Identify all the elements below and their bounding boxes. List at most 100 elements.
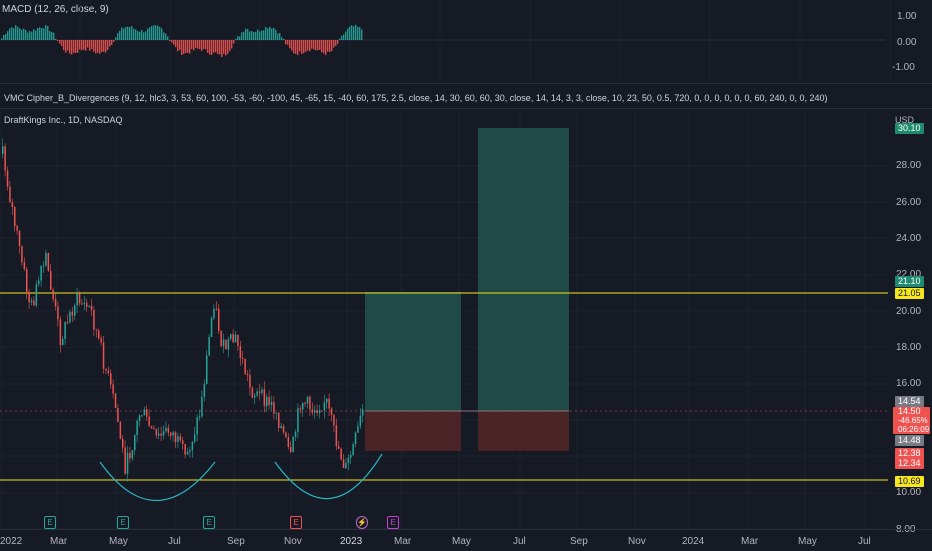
candle-body — [6, 170, 9, 187]
time-label: Mar — [394, 536, 412, 547]
candle-body — [148, 416, 150, 427]
time-label: 2022 — [0, 536, 23, 547]
candle-body — [282, 425, 285, 433]
candle-body — [153, 427, 155, 430]
macd-bar — [107, 40, 109, 51]
time-label: Mar — [741, 536, 759, 547]
candle-body — [323, 402, 326, 411]
macd-bar — [337, 40, 339, 44]
price-tag-entry-2: 14.48 — [895, 435, 924, 446]
candle-body — [256, 391, 258, 396]
macd-bar — [245, 28, 247, 40]
candle-body — [167, 427, 170, 433]
vmc-pane[interactable]: VMC Cipher_B_Divergences (9, 12, hlc3, 3… — [0, 84, 932, 108]
macd-label[interactable]: MACD (12, 26, close, 9) — [2, 4, 109, 15]
candle-body — [227, 338, 230, 350]
price-chart[interactable] — [0, 109, 932, 529]
pane-divider[interactable] — [0, 83, 932, 84]
macd-bar — [125, 27, 127, 40]
macd-bar — [27, 32, 29, 40]
price-axis-16: 16.00 — [896, 378, 922, 389]
candle-body — [102, 342, 105, 369]
macd-bar — [315, 40, 317, 51]
macd-bar — [251, 31, 253, 40]
candle-body — [16, 226, 18, 231]
macd-bar — [323, 40, 325, 54]
price-tag-target: 21.10 — [895, 276, 924, 287]
candle-body — [225, 339, 227, 350]
earnings-icon[interactable]: E — [387, 516, 399, 529]
macd-axis-1: 1.00 — [897, 11, 917, 22]
macd-bar — [73, 40, 75, 53]
candle-body — [342, 459, 345, 469]
candle-body — [220, 330, 222, 347]
macd-bar — [149, 27, 151, 40]
macd-bar — [335, 40, 337, 46]
earnings-icon[interactable]: E — [290, 516, 302, 529]
candle-body — [138, 415, 141, 422]
candle-body — [321, 410, 323, 412]
candle-body — [362, 409, 364, 416]
candle-body — [74, 305, 76, 316]
macd-bar — [23, 28, 25, 40]
candle-body — [345, 463, 347, 469]
macd-bar — [155, 25, 157, 40]
candle-body — [268, 396, 270, 405]
macd-bar — [349, 26, 351, 40]
macd-bar — [45, 25, 47, 40]
macd-bar — [255, 31, 257, 40]
candle-body — [189, 450, 191, 452]
macd-bar — [177, 40, 179, 52]
candle-body — [328, 398, 330, 409]
candle-body — [143, 409, 146, 416]
macd-bar — [41, 28, 43, 40]
macd-bar — [183, 40, 185, 54]
macd-bar — [353, 26, 355, 40]
time-axis[interactable]: 2022 Mar May Jul Sep Nov 2023 Mar May Ju… — [0, 529, 932, 551]
time-label: May — [452, 536, 471, 547]
candle-body — [95, 329, 98, 331]
last-change: -46.65% — [898, 416, 928, 425]
macd-bar — [207, 40, 209, 53]
price-pane[interactable]: DraftKings Inc., 1D, NASDAQ USD 28.00 26… — [0, 109, 932, 535]
candle-body — [359, 415, 362, 427]
macd-bar — [347, 28, 349, 40]
last-price: 14.50 — [898, 406, 921, 416]
candle-body — [170, 432, 172, 436]
pattern-arc — [274, 453, 383, 500]
pattern-arc — [99, 461, 216, 501]
candle-body — [280, 425, 282, 428]
candle-body — [234, 334, 237, 343]
macd-bar — [307, 40, 309, 51]
vmc-label[interactable]: VMC Cipher_B_Divergences (9, 12, hlc3, 3… — [4, 93, 828, 103]
macd-bar — [35, 30, 37, 40]
earnings-icon[interactable]: E — [44, 516, 56, 529]
macd-axis-neg1: -1.00 — [892, 62, 915, 73]
macd-bar — [265, 26, 267, 40]
macd-bar — [147, 28, 149, 40]
macd-bar — [95, 40, 97, 54]
countdown: 06:26:09 — [898, 425, 930, 434]
macd-bar — [137, 31, 139, 40]
earnings-icon[interactable]: E — [117, 516, 129, 529]
macd-bar — [311, 40, 313, 49]
macd-bar — [361, 29, 363, 40]
stop-zone — [478, 411, 569, 451]
macd-pane[interactable]: MACD (12, 26, close, 9) 1.00 0.00 -1.00 — [0, 0, 932, 82]
split-icon[interactable]: ⚡ — [356, 516, 368, 529]
earnings-icon[interactable]: E — [203, 516, 215, 529]
candle-body — [208, 336, 210, 356]
macd-bar — [39, 27, 41, 40]
candle-body — [117, 408, 119, 422]
macd-bar — [189, 40, 191, 54]
macd-bar — [43, 28, 45, 40]
pane-divider[interactable] — [0, 108, 932, 109]
candle-body — [213, 308, 215, 318]
candle-body — [35, 284, 38, 306]
macd-bar — [359, 26, 361, 40]
time-label: Nov — [284, 536, 302, 547]
symbol-title[interactable]: DraftKings Inc., 1D, NASDAQ — [4, 115, 123, 125]
macd-bar — [223, 40, 225, 55]
macd-bar — [169, 40, 171, 41]
macd-bar — [159, 26, 161, 40]
